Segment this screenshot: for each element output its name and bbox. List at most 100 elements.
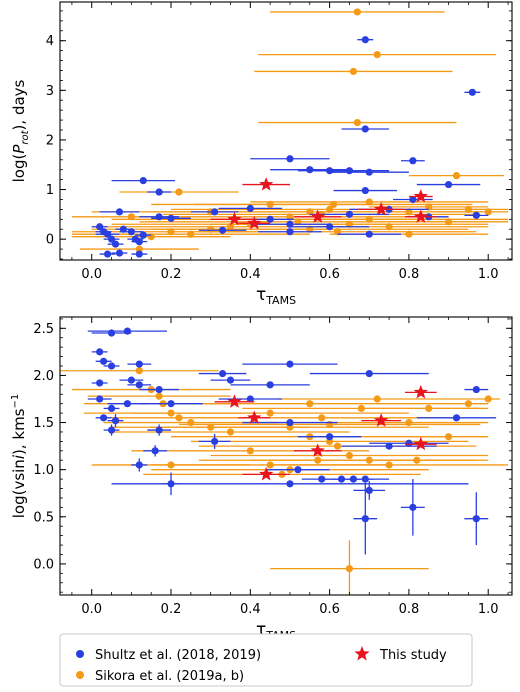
point-study-3 <box>310 443 325 457</box>
point-shultz-0 <box>361 36 369 44</box>
point-shultz-1 <box>123 327 132 335</box>
y-axis-label: log(vsini), kms−1 <box>10 394 28 519</box>
point-study-4 <box>374 201 389 216</box>
point-shultz-41 <box>135 250 143 258</box>
y-axis-label-pre: log(vsin <box>10 459 28 518</box>
point-shultz-10 <box>365 168 373 176</box>
point-shultz-15 <box>103 230 112 238</box>
point-sikora-20 <box>187 230 195 238</box>
point-sikora-13 <box>306 400 314 408</box>
point-sikora-4 <box>452 172 461 180</box>
x-axis-label-main: τ <box>256 620 266 640</box>
point-sikora-0 <box>353 8 361 16</box>
point-sikora-12 <box>365 215 373 223</box>
point-sikora-25 <box>484 395 492 403</box>
xtick-label: 0.8 <box>399 602 420 617</box>
point-shultz-28 <box>286 418 294 427</box>
point-study-3 <box>310 209 325 223</box>
ytick-label: 2.0 <box>33 369 54 384</box>
rotation-period-panel: 0.0 0.2 0.4 0.6 0.8 1.0 0 1 2 3 4 τTAMS log(Prot), d… <box>10 1 513 307</box>
point-study-2 <box>259 466 274 481</box>
y-axis-label-post: ), days <box>10 79 28 130</box>
point-sikora-30 <box>314 456 322 464</box>
point-shultz-12 <box>361 186 369 195</box>
point-shultz-43 <box>472 515 480 523</box>
point-shultz-30 <box>246 204 254 212</box>
xtick-label: 0.8 <box>399 267 420 282</box>
xtick-label: 0.0 <box>81 602 102 617</box>
point-shultz-13 <box>96 395 104 403</box>
plot-area <box>71 8 509 258</box>
point-shultz-7 <box>286 360 294 368</box>
point-sikora-22 <box>147 233 155 241</box>
series-sikora <box>71 8 509 253</box>
point-shultz-17 <box>107 426 116 434</box>
point-shultz-17 <box>111 240 120 248</box>
legend: Shultz et al. (2018, 2019) Sikora et al.… <box>59 633 473 687</box>
point-sikora-30 <box>266 200 274 209</box>
point-shultz-38 <box>385 442 393 450</box>
point-shultz-26 <box>155 213 163 221</box>
point-shultz-40 <box>409 503 417 511</box>
xtick-label: 1.0 <box>478 602 499 617</box>
ytick-label: 1.0 <box>33 463 54 478</box>
point-sikora-0 <box>135 367 143 375</box>
point-sikora-7 <box>326 205 334 213</box>
point-shultz-1 <box>468 88 476 96</box>
point-shultz-35 <box>361 475 369 483</box>
legend-box <box>59 633 473 687</box>
point-sikora-23 <box>444 433 453 441</box>
legend-label-shultz: Shultz et al. (2018, 2019) <box>95 648 261 663</box>
series-shultz <box>91 36 489 258</box>
point-shultz-26 <box>246 395 254 403</box>
point-shultz-27 <box>266 381 274 389</box>
point-study-0 <box>227 394 242 408</box>
legend-marker-this-study <box>354 646 370 661</box>
point-shultz-18 <box>123 400 132 408</box>
plot-area <box>60 327 509 595</box>
y-axis-label-italic: P <box>10 144 28 154</box>
point-shultz-16 <box>100 414 108 422</box>
xtick-label: 0.6 <box>319 602 340 617</box>
point-shultz-36 <box>365 486 373 494</box>
xtick-label: 0.4 <box>240 602 261 617</box>
point-shultz-39 <box>405 439 413 447</box>
point-shultz-37 <box>361 515 369 523</box>
point-shultz-13 <box>96 223 104 231</box>
point-shultz-29 <box>286 480 294 488</box>
point-sikora-19 <box>357 404 365 413</box>
point-shultz-14 <box>107 404 116 413</box>
point-shultz-28 <box>211 208 219 216</box>
ytick-label: 2.5 <box>33 322 54 337</box>
point-sikora-1 <box>373 50 381 59</box>
point-sikora-5 <box>175 188 183 196</box>
point-shultz-22 <box>135 461 143 469</box>
point-shultz-9 <box>96 379 104 387</box>
point-shultz-24 <box>139 231 147 239</box>
ytick-label: 4 <box>46 34 54 49</box>
point-shultz-42 <box>472 385 480 394</box>
point-shultz-5 <box>135 360 143 368</box>
point-shultz-23 <box>135 238 143 246</box>
point-sikora-16 <box>345 451 354 460</box>
point-study-1 <box>227 211 242 226</box>
point-sikora-27 <box>464 205 472 213</box>
point-shultz-20 <box>155 426 163 434</box>
point-shultz-7 <box>306 166 314 174</box>
point-sikora-15 <box>333 442 342 450</box>
point-sikora-26 <box>484 208 492 216</box>
point-shultz-12 <box>155 385 163 394</box>
point-sikora-25 <box>444 218 453 226</box>
point-sikora-33 <box>365 198 373 206</box>
point-sikora-26 <box>246 447 254 455</box>
point-shultz-11 <box>135 381 143 389</box>
ytick-label: 0 <box>46 233 54 248</box>
plot-frame <box>59 316 513 596</box>
point-study-2 <box>247 215 262 230</box>
point-sikora-32 <box>405 230 413 238</box>
point-shultz-15 <box>111 417 120 425</box>
point-sikora-13 <box>294 218 302 226</box>
point-sikora-2 <box>155 392 163 400</box>
x-axis-label-main: τ <box>256 285 266 305</box>
